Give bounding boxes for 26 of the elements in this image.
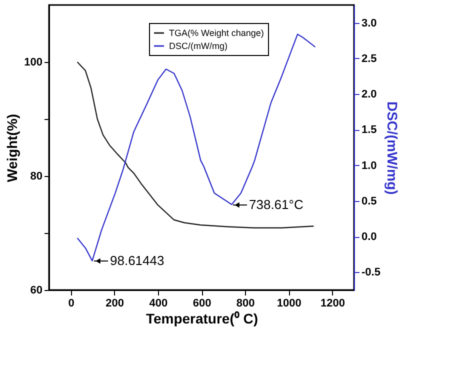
x-tick-label: 1200 bbox=[320, 298, 345, 310]
y2-tick-label: 1.0 bbox=[362, 160, 377, 172]
y2-tick-label: -0.5 bbox=[362, 266, 380, 279]
y-tick-label: 60 bbox=[30, 284, 42, 296]
legend-label: TGA(% Weight change) bbox=[169, 28, 264, 38]
legend-label: DSC/(mW/mg) bbox=[169, 41, 228, 51]
y-tick-label: 80 bbox=[30, 170, 42, 182]
x-axis-title: Temperature(⁰ C) bbox=[146, 310, 258, 326]
x-tick-label: 0 bbox=[68, 298, 74, 310]
y2-tick-label: 1.5 bbox=[362, 124, 377, 136]
y2-tick-label: 0.5 bbox=[362, 195, 377, 208]
y2-tick-label: 2.0 bbox=[362, 88, 377, 101]
x-tick-label: 400 bbox=[149, 298, 168, 310]
x-tick-label: 800 bbox=[236, 298, 255, 310]
x-tick-label: 600 bbox=[192, 298, 212, 310]
y2-tick-label: 3.0 bbox=[362, 17, 377, 30]
y-axis-title: Weight(%) bbox=[4, 114, 20, 182]
annotation: 98.61443 bbox=[110, 253, 164, 268]
y2-axis-title: DSC/(mW/mg) bbox=[384, 101, 400, 195]
annotation: 738.61°C bbox=[249, 197, 304, 212]
y2-tick-label: 2.5 bbox=[362, 52, 377, 65]
y2-tick-label: 0.0 bbox=[362, 231, 377, 244]
x-tick-label: 200 bbox=[106, 298, 124, 310]
x-tick-label: 1000 bbox=[276, 298, 302, 310]
y-tick-label: 100 bbox=[24, 56, 42, 68]
line-series bbox=[76, 61, 314, 228]
